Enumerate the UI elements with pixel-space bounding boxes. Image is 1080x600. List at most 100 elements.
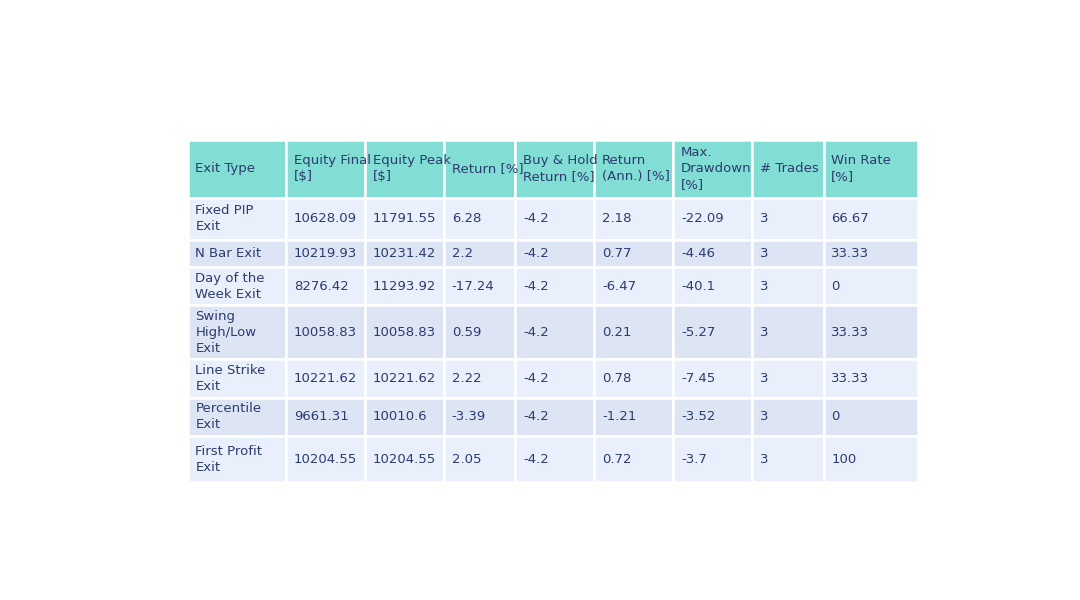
Text: 3: 3	[759, 326, 768, 339]
Text: 11791.55: 11791.55	[373, 212, 436, 225]
Text: Return
(Ann.) [%]: Return (Ann.) [%]	[602, 154, 670, 183]
Text: 10219.93: 10219.93	[294, 247, 357, 260]
FancyBboxPatch shape	[824, 197, 918, 240]
Text: -4.2: -4.2	[523, 247, 549, 260]
Text: 11293.92: 11293.92	[373, 280, 436, 293]
Text: -4.2: -4.2	[523, 410, 549, 424]
Text: 3: 3	[759, 453, 768, 466]
FancyBboxPatch shape	[824, 240, 918, 267]
FancyBboxPatch shape	[444, 240, 515, 267]
FancyBboxPatch shape	[286, 305, 365, 359]
Text: Win Rate
[%]: Win Rate [%]	[832, 154, 891, 183]
Text: 3: 3	[759, 247, 768, 260]
Text: 10231.42: 10231.42	[373, 247, 436, 260]
FancyBboxPatch shape	[594, 398, 673, 436]
Text: -3.7: -3.7	[680, 453, 706, 466]
Text: 10058.83: 10058.83	[294, 326, 357, 339]
FancyBboxPatch shape	[444, 436, 515, 482]
Text: -7.45: -7.45	[680, 372, 715, 385]
FancyBboxPatch shape	[594, 140, 673, 197]
FancyBboxPatch shape	[515, 398, 594, 436]
FancyBboxPatch shape	[188, 359, 286, 398]
FancyBboxPatch shape	[824, 359, 918, 398]
Text: 33.33: 33.33	[832, 372, 869, 385]
FancyBboxPatch shape	[286, 140, 365, 197]
FancyBboxPatch shape	[752, 197, 824, 240]
FancyBboxPatch shape	[188, 267, 286, 305]
FancyBboxPatch shape	[752, 398, 824, 436]
FancyBboxPatch shape	[673, 267, 752, 305]
Text: Day of the
Week Exit: Day of the Week Exit	[195, 272, 265, 301]
FancyBboxPatch shape	[752, 240, 824, 267]
Text: 10204.55: 10204.55	[294, 453, 357, 466]
Text: -1.21: -1.21	[602, 410, 636, 424]
Text: 10058.83: 10058.83	[373, 326, 436, 339]
FancyBboxPatch shape	[444, 267, 515, 305]
Text: 10010.6: 10010.6	[373, 410, 428, 424]
FancyBboxPatch shape	[444, 140, 515, 197]
FancyBboxPatch shape	[188, 140, 286, 197]
FancyBboxPatch shape	[824, 305, 918, 359]
Text: -6.47: -6.47	[602, 280, 636, 293]
FancyBboxPatch shape	[594, 436, 673, 482]
Text: 3: 3	[759, 280, 768, 293]
Text: -22.09: -22.09	[680, 212, 724, 225]
Text: Line Strike
Exit: Line Strike Exit	[195, 364, 266, 393]
FancyBboxPatch shape	[286, 436, 365, 482]
FancyBboxPatch shape	[515, 240, 594, 267]
FancyBboxPatch shape	[752, 436, 824, 482]
FancyBboxPatch shape	[365, 140, 444, 197]
FancyBboxPatch shape	[673, 305, 752, 359]
Text: Return [%]: Return [%]	[451, 162, 524, 175]
Text: Fixed PIP
Exit: Fixed PIP Exit	[195, 204, 254, 233]
Text: -4.2: -4.2	[523, 326, 549, 339]
Text: 0.78: 0.78	[602, 372, 632, 385]
Text: 3: 3	[759, 372, 768, 385]
FancyBboxPatch shape	[188, 398, 286, 436]
FancyBboxPatch shape	[365, 359, 444, 398]
Text: -4.2: -4.2	[523, 453, 549, 466]
FancyBboxPatch shape	[515, 305, 594, 359]
Text: 33.33: 33.33	[832, 326, 869, 339]
Text: Max.
Drawdown
[%]: Max. Drawdown [%]	[680, 146, 752, 191]
FancyBboxPatch shape	[594, 359, 673, 398]
Text: 3: 3	[759, 410, 768, 424]
Text: 0.21: 0.21	[602, 326, 632, 339]
Text: 0: 0	[832, 410, 839, 424]
Text: 2.22: 2.22	[451, 372, 482, 385]
Text: -5.27: -5.27	[680, 326, 715, 339]
Text: 33.33: 33.33	[832, 247, 869, 260]
Text: 2.18: 2.18	[602, 212, 632, 225]
Text: 2.05: 2.05	[451, 453, 482, 466]
Text: -40.1: -40.1	[680, 280, 715, 293]
FancyBboxPatch shape	[752, 267, 824, 305]
FancyBboxPatch shape	[444, 398, 515, 436]
Text: 9661.31: 9661.31	[294, 410, 349, 424]
FancyBboxPatch shape	[515, 197, 594, 240]
FancyBboxPatch shape	[673, 140, 752, 197]
Text: -17.24: -17.24	[451, 280, 495, 293]
Text: Swing
High/Low
Exit: Swing High/Low Exit	[195, 310, 257, 355]
Text: Buy & Hold
Return [%]: Buy & Hold Return [%]	[523, 154, 598, 183]
FancyBboxPatch shape	[594, 305, 673, 359]
FancyBboxPatch shape	[188, 197, 286, 240]
FancyBboxPatch shape	[444, 305, 515, 359]
FancyBboxPatch shape	[594, 197, 673, 240]
Text: N Bar Exit: N Bar Exit	[195, 247, 261, 260]
FancyBboxPatch shape	[286, 267, 365, 305]
Text: 6.28: 6.28	[451, 212, 481, 225]
FancyBboxPatch shape	[188, 436, 286, 482]
FancyBboxPatch shape	[752, 305, 824, 359]
Text: 10628.09: 10628.09	[294, 212, 357, 225]
Text: 8276.42: 8276.42	[294, 280, 349, 293]
FancyBboxPatch shape	[286, 359, 365, 398]
Text: # Trades: # Trades	[759, 162, 819, 175]
FancyBboxPatch shape	[444, 359, 515, 398]
Text: 2.2: 2.2	[451, 247, 473, 260]
FancyBboxPatch shape	[824, 398, 918, 436]
Text: 10221.62: 10221.62	[294, 372, 357, 385]
FancyBboxPatch shape	[752, 140, 824, 197]
FancyBboxPatch shape	[594, 240, 673, 267]
FancyBboxPatch shape	[365, 240, 444, 267]
FancyBboxPatch shape	[824, 140, 918, 197]
